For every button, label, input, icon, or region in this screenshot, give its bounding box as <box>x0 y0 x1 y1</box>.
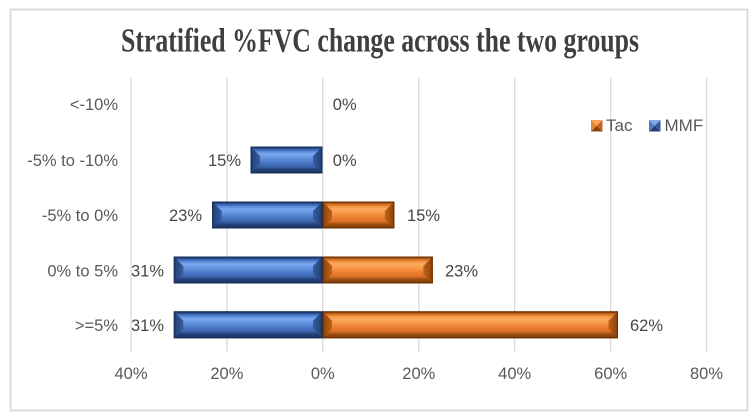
svg-text:0%: 0% <box>333 152 357 170</box>
svg-text:15%: 15% <box>407 207 440 225</box>
svg-text:23%: 23% <box>445 263 478 281</box>
svg-text:MMF: MMF <box>665 116 704 135</box>
svg-text:Stratified %FVC change across: Stratified %FVC change across the two gr… <box>121 23 639 60</box>
svg-text:-5% to -10%: -5% to -10% <box>27 152 118 170</box>
svg-text:-5% to 0%: -5% to 0% <box>42 207 118 225</box>
svg-text:40%: 40% <box>498 365 531 383</box>
svg-text:<-10%: <-10% <box>70 96 118 114</box>
svg-text:40%: 40% <box>114 365 147 383</box>
svg-text:Tac: Tac <box>606 116 633 135</box>
svg-text:31%: 31% <box>131 263 164 281</box>
svg-text:15%: 15% <box>208 152 241 170</box>
svg-text:31%: 31% <box>131 317 164 335</box>
svg-text:0% to 5%: 0% to 5% <box>47 263 118 281</box>
svg-text:62%: 62% <box>630 317 663 335</box>
svg-text:>=5%: >=5% <box>75 317 118 335</box>
svg-text:0%: 0% <box>311 365 335 383</box>
svg-text:23%: 23% <box>169 207 202 225</box>
svg-text:20%: 20% <box>402 365 435 383</box>
svg-text:80%: 80% <box>690 365 723 383</box>
svg-text:0%: 0% <box>333 96 357 114</box>
svg-text:20%: 20% <box>210 365 243 383</box>
svg-text:60%: 60% <box>594 365 627 383</box>
